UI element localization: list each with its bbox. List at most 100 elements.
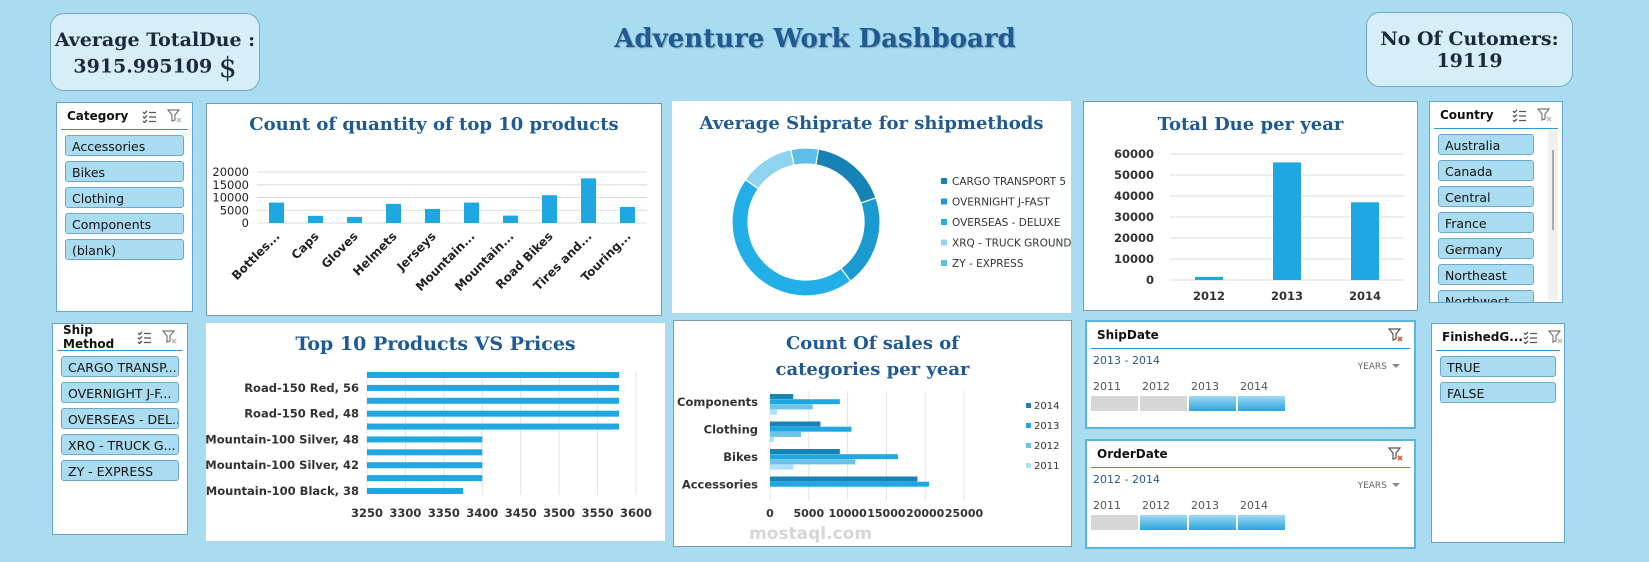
timeline-period-2012[interactable] bbox=[1140, 515, 1187, 530]
bar[interactable] bbox=[1273, 162, 1301, 280]
bar[interactable] bbox=[367, 397, 620, 404]
shipdate-unit-dropdown[interactable]: YEARS bbox=[1358, 354, 1400, 373]
bar[interactable] bbox=[770, 459, 856, 465]
slicer-item-category[interactable]: (blank) bbox=[65, 239, 184, 260]
slicer-item-finished_goods[interactable]: TRUE bbox=[1440, 356, 1556, 377]
timeline-period-2011[interactable] bbox=[1091, 515, 1138, 530]
bar[interactable] bbox=[770, 454, 899, 460]
donut-slice[interactable] bbox=[731, 178, 852, 297]
slicer-item-category[interactable]: Bikes bbox=[65, 161, 184, 182]
bar[interactable] bbox=[770, 437, 774, 443]
multi-select-icon[interactable] bbox=[1512, 109, 1527, 122]
multi-select-icon[interactable] bbox=[1523, 331, 1538, 344]
donut-slice[interactable] bbox=[840, 197, 881, 282]
bar[interactable] bbox=[367, 488, 464, 494]
bar[interactable] bbox=[367, 475, 483, 482]
legend-swatch bbox=[941, 239, 947, 246]
bar[interactable] bbox=[367, 372, 620, 378]
bar[interactable] bbox=[620, 206, 635, 223]
slicer-item-ship_method[interactable]: XRQ - TRUCK G... bbox=[61, 434, 179, 455]
timeline-year-label: 2011 bbox=[1093, 380, 1121, 393]
shipdate-unit: YEARS bbox=[1357, 362, 1387, 372]
bar[interactable] bbox=[386, 203, 401, 223]
y-tick-label: Accessories bbox=[682, 478, 758, 492]
bar[interactable] bbox=[347, 216, 362, 223]
bar[interactable] bbox=[367, 410, 620, 417]
slicer-item-country[interactable]: Central bbox=[1438, 186, 1534, 207]
slicer-item-ship_method[interactable]: OVERSEAS - DEL... bbox=[61, 408, 179, 429]
bar[interactable] bbox=[367, 436, 483, 443]
kpi-average-totaldue-value: 3915.995109 bbox=[73, 55, 213, 78]
legend-swatch bbox=[941, 260, 947, 266]
bar[interactable] bbox=[367, 449, 483, 456]
clear-filter-icon[interactable] bbox=[1547, 330, 1563, 344]
multi-select-icon[interactable] bbox=[142, 110, 157, 123]
slicer-item-ship_method[interactable]: CARGO TRANSP... bbox=[61, 356, 179, 377]
bar[interactable] bbox=[367, 462, 483, 469]
slicer-item-country[interactable]: France bbox=[1438, 212, 1534, 233]
slicer-item-category[interactable]: Components bbox=[65, 213, 184, 234]
timeline-period-2013[interactable] bbox=[1189, 515, 1236, 530]
bar[interactable] bbox=[425, 208, 440, 223]
legend-label: OVERNIGHT J-FAST bbox=[952, 197, 1050, 209]
chart-top10-quantity-title: Count of quantity of top 10 products bbox=[249, 114, 619, 135]
multi-select-icon[interactable] bbox=[137, 331, 152, 344]
bar[interactable] bbox=[269, 202, 284, 223]
timeline-period-2012[interactable] bbox=[1140, 396, 1187, 411]
bar[interactable] bbox=[770, 426, 852, 432]
chart-totaldue-year: Total Due per year 0 10000 20000 30000 40000… bbox=[1083, 101, 1418, 311]
bar[interactable] bbox=[542, 195, 557, 223]
bar[interactable] bbox=[367, 423, 620, 430]
clear-filter-icon[interactable] bbox=[167, 109, 182, 123]
bar[interactable] bbox=[770, 409, 777, 415]
chart-shiprate-plot: CARGO TRANSPORT 5 OVERNIGHT J-FAST OVERSEA… bbox=[731, 147, 1071, 297]
clear-filter-icon[interactable] bbox=[1388, 446, 1404, 462]
timeline-period-2013[interactable] bbox=[1189, 396, 1236, 411]
bar[interactable] bbox=[770, 476, 918, 482]
y-tick-label: Road-150 Red, 56 bbox=[244, 381, 359, 395]
slicer-item-country[interactable]: Germany bbox=[1438, 238, 1534, 259]
clear-filter-icon[interactable] bbox=[162, 330, 177, 344]
y-tick-label: 0 bbox=[1146, 273, 1154, 287]
bar[interactable] bbox=[770, 481, 930, 487]
slicer-item-ship_method[interactable]: ZY - EXPRESS bbox=[61, 460, 179, 481]
country-slicer-scrollbar[interactable] bbox=[1548, 130, 1558, 300]
bar[interactable] bbox=[308, 215, 323, 223]
scrollbar-thumb[interactable] bbox=[1552, 150, 1554, 230]
slicer-item-category[interactable]: Clothing bbox=[65, 187, 184, 208]
bar[interactable] bbox=[770, 431, 802, 437]
slicer-item-ship_method[interactable]: OVERNIGHT J-F... bbox=[61, 382, 179, 403]
donut-slice[interactable] bbox=[815, 148, 877, 204]
bar[interactable] bbox=[770, 399, 840, 405]
clear-filter-icon[interactable] bbox=[1388, 327, 1404, 343]
bar[interactable] bbox=[367, 384, 620, 391]
bar[interactable] bbox=[581, 178, 596, 223]
timeline-period-2011[interactable] bbox=[1091, 396, 1138, 411]
country-slicer: Country Australia Canada Central France Germ… bbox=[1429, 101, 1563, 303]
timeline-period-2014[interactable] bbox=[1238, 396, 1285, 411]
slicer-item-country[interactable]: Northwest bbox=[1438, 290, 1534, 302]
donut-slice[interactable] bbox=[790, 147, 820, 166]
chart-totaldue-year-plot: 0 10000 20000 30000 40000 50000 60000 2012 2013 2… bbox=[1114, 147, 1404, 303]
bar[interactable] bbox=[1195, 276, 1223, 280]
donut-slice[interactable] bbox=[744, 148, 795, 190]
x-tick-label: 3300 bbox=[389, 506, 421, 520]
timeline-period-2014[interactable] bbox=[1238, 515, 1285, 530]
bar[interactable] bbox=[770, 464, 794, 470]
slicer-item-country[interactable]: Canada bbox=[1438, 160, 1534, 181]
bar[interactable] bbox=[770, 421, 821, 427]
slicer-item-country[interactable]: Northeast bbox=[1438, 264, 1534, 285]
slicer-item-country[interactable]: Australia bbox=[1438, 134, 1534, 155]
orderdate-unit-dropdown[interactable]: YEARS bbox=[1358, 473, 1400, 492]
bar[interactable] bbox=[770, 449, 840, 454]
x-tick-label: 3250 bbox=[351, 506, 383, 520]
bar[interactable] bbox=[1351, 202, 1379, 280]
slicer-item-finished_goods[interactable]: FALSE bbox=[1440, 382, 1556, 403]
bar[interactable] bbox=[770, 394, 794, 399]
chevron-down-icon bbox=[1392, 483, 1400, 487]
bar[interactable] bbox=[770, 404, 813, 410]
clear-filter-icon[interactable] bbox=[1537, 108, 1552, 122]
slicer-item-category[interactable]: Accessories bbox=[65, 135, 184, 156]
bar[interactable] bbox=[464, 202, 479, 223]
bar[interactable] bbox=[503, 215, 518, 223]
